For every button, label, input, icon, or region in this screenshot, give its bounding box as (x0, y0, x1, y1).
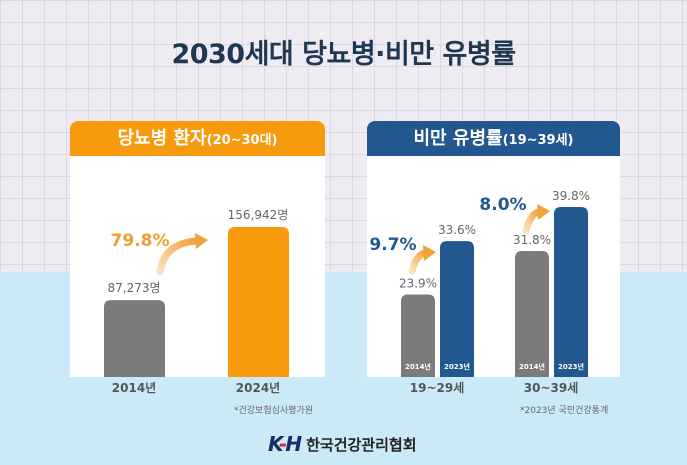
value-label: 31.8% (513, 233, 551, 247)
x-tick-label: 2014년 (112, 381, 156, 395)
x-tick-label: 19~29세 (410, 380, 465, 395)
value-label: 23.9% (399, 276, 437, 290)
value-label: 156,942명 (228, 208, 289, 222)
page-title: 2030세대 당뇨병·비만 유병률 (171, 39, 516, 70)
diabetes-title: 당뇨병 환자 (117, 128, 207, 149)
organization-name: 한국건강관리협회 (306, 435, 417, 454)
growth-arrow (156, 237, 201, 276)
series-label: 2023년 (558, 362, 584, 371)
obesity-panel-header: 비만 유병률(19~39세) (367, 121, 620, 156)
x-tick-label: 30~39세 (524, 380, 579, 395)
diabetes-title-suffix: (20~30대) (206, 133, 278, 148)
series-label: 2014년 (405, 362, 431, 371)
bar-diabetes-2024년 (228, 227, 289, 377)
bar-obesity-2023년 (440, 241, 474, 377)
bar-obesity-2023년 (554, 207, 588, 377)
growth-annotation: 9.7% (369, 235, 416, 255)
growth-arrow-head (195, 233, 208, 249)
growth-arrow (522, 208, 543, 235)
series-label: 2023년 (444, 362, 470, 371)
logo: K-H 한국건강관리협회 (268, 432, 417, 456)
growth-annotation: 79.8% (111, 231, 170, 251)
bar-obesity-2014년 (401, 294, 435, 377)
growth-arrow-head (537, 204, 550, 220)
diabetes-footnote: *건강보험심사평가원 (234, 406, 314, 416)
kh-logo-mark: K-H (268, 432, 302, 456)
bar-diabetes-2014년 (104, 300, 165, 377)
growth-arrow-head (423, 245, 436, 261)
obesity-title: 비만 유병률 (413, 128, 503, 149)
obesity-footnote: *2023년 국민건강통계 (520, 406, 609, 416)
value-label: 33.6% (438, 223, 476, 237)
value-label: 39.8% (552, 189, 590, 203)
diabetes-panel-header: 당뇨병 환자(20~30대) (70, 121, 325, 156)
growth-annotation: 8.0% (479, 195, 526, 215)
series-label: 2014년 (519, 362, 545, 371)
bar-obesity-2014년 (515, 251, 549, 377)
obesity-title-suffix: (19~39세) (502, 133, 574, 148)
value-label: 87,273명 (107, 281, 160, 295)
growth-arrow (408, 249, 429, 275)
x-tick-label: 2024년 (236, 381, 280, 395)
